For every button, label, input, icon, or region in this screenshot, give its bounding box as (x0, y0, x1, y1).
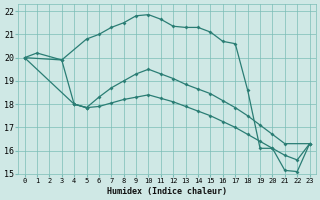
X-axis label: Humidex (Indice chaleur): Humidex (Indice chaleur) (107, 187, 227, 196)
